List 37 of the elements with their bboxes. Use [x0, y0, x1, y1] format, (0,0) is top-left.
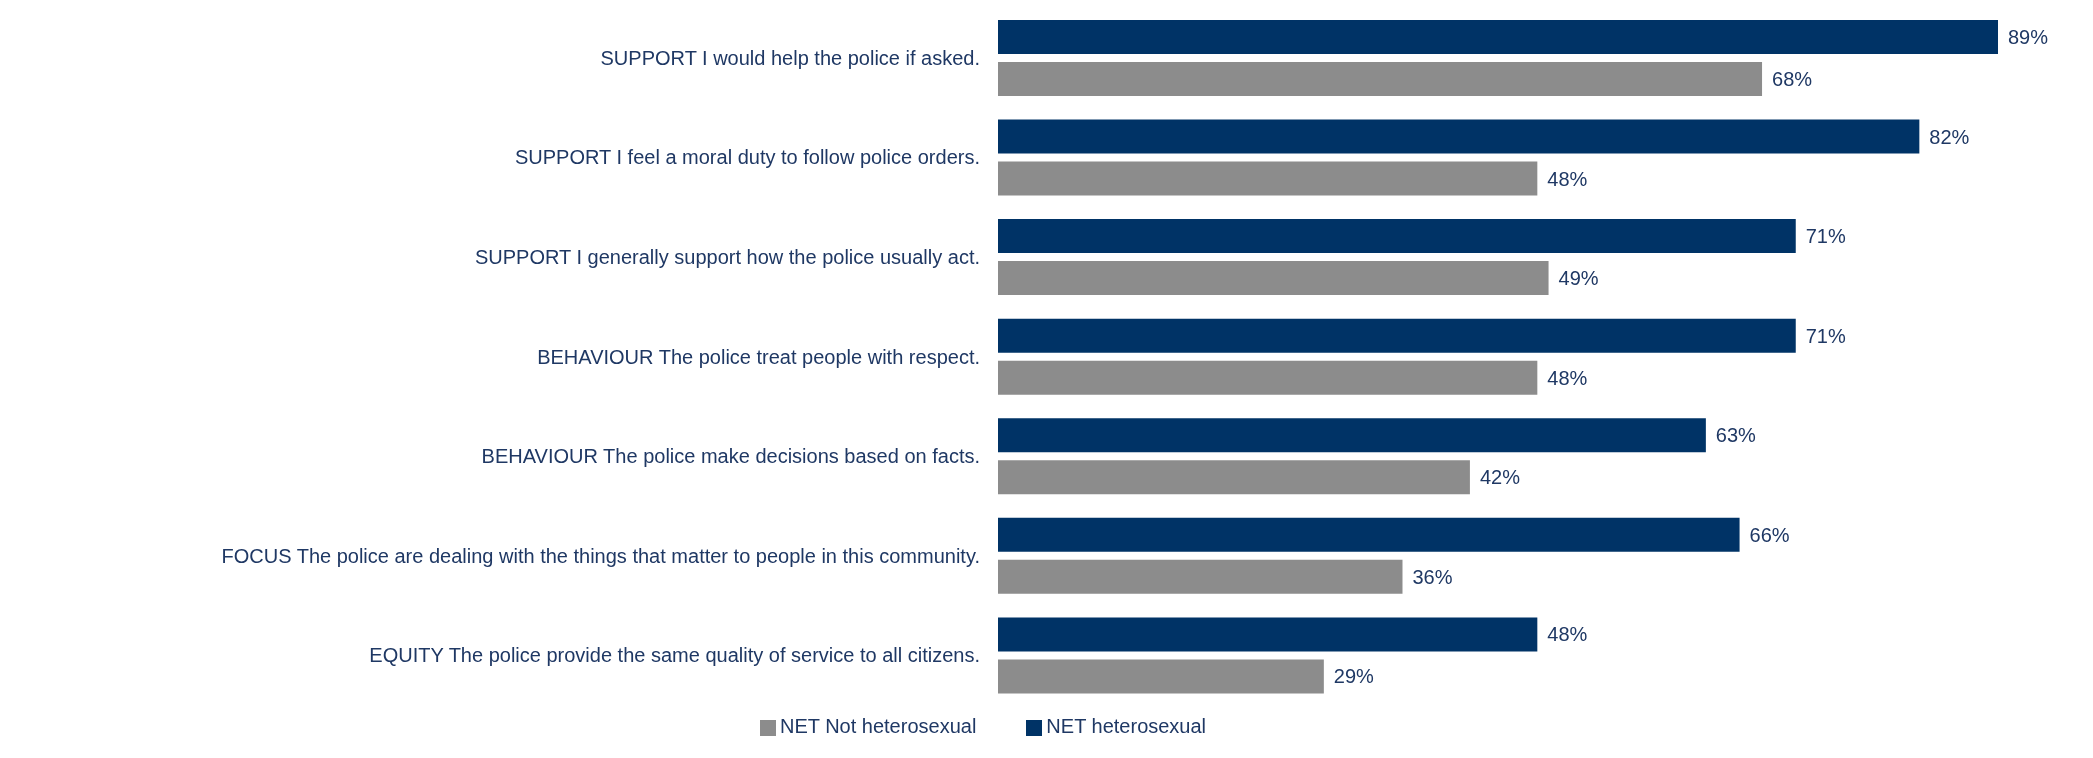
y-tick-label: BEHAVIOUR The police make decisions based on facts.	[481, 445, 980, 468]
data-label: 68%	[1772, 68, 1813, 91]
y-tick-label: SUPPORT I would help the police if asked.	[600, 46, 980, 69]
bar	[998, 418, 1706, 453]
bar	[998, 161, 1538, 196]
data-label: 82%	[1929, 125, 1970, 148]
data-label: 48%	[1547, 623, 1588, 646]
data-label: 71%	[1805, 324, 1846, 347]
bar	[998, 659, 1324, 694]
bar	[998, 360, 1538, 395]
bar	[998, 617, 1538, 652]
y-tick-label: SUPPORT I feel a moral duty to follow police orders.	[514, 146, 980, 169]
legend-label: NET Not heterosexual	[779, 715, 977, 737]
data-label: 89%	[2008, 26, 2049, 49]
bar	[998, 19, 1998, 54]
y-tick-label: EQUITY The police provide the same quality of service to all citizens.	[369, 644, 980, 667]
bar	[998, 61, 1763, 96]
data-label: 36%	[1412, 565, 1453, 588]
data-label: 48%	[1547, 366, 1588, 389]
data-label: 63%	[1715, 424, 1757, 447]
bar	[998, 460, 1470, 495]
legend-label: NET heterosexual	[1046, 715, 1207, 737]
data-label: 42%	[1479, 466, 1521, 489]
y-tick-label: SUPPORT I generally support how the police usually act.	[474, 246, 980, 269]
bar	[998, 517, 1740, 552]
bar	[998, 219, 1796, 254]
data-label: 48%	[1547, 167, 1588, 190]
data-label: 66%	[1749, 523, 1790, 546]
data-label: 71%	[1805, 225, 1846, 248]
data-label: 49%	[1558, 267, 1599, 290]
bar	[998, 261, 1549, 296]
bar	[998, 318, 1796, 353]
y-tick-label: FOCUS The police are dealing with the things that matter to people in this community.	[221, 544, 980, 567]
data-label: 29%	[1333, 665, 1375, 688]
bar	[998, 119, 1920, 154]
bar	[998, 559, 1403, 594]
y-tick-label: BEHAVIOUR The police treat people with respect.	[537, 345, 980, 368]
